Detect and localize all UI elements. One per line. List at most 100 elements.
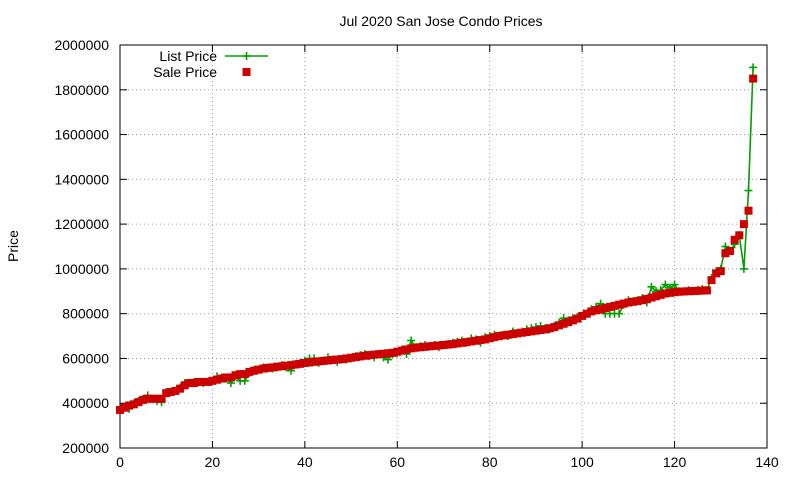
sale-price-point [185, 379, 194, 388]
sale-price-point [647, 293, 656, 302]
sale-price-point [379, 349, 388, 358]
sale-price-point [739, 220, 748, 229]
x-tick-label: 80 [482, 454, 498, 470]
sale-price-point [735, 231, 744, 240]
x-tick-label: 0 [116, 454, 124, 470]
sale-price-point [702, 286, 711, 295]
y-tick-label: 1600000 [54, 127, 109, 143]
sale-price-point [689, 287, 698, 296]
sale-price-point [582, 309, 591, 318]
sale-price-point [518, 328, 527, 337]
sale-price-point [568, 316, 577, 325]
sale-price-point [726, 246, 735, 255]
legend: List Price Sale Price [153, 48, 268, 80]
sale-price-point [453, 339, 462, 348]
sale-price-point [642, 294, 651, 303]
list-price-point [615, 309, 624, 318]
sale-price-point [407, 344, 416, 353]
sale-price-point [180, 381, 189, 390]
sale-price-point [670, 288, 679, 297]
sale-price-point [342, 354, 351, 363]
sale-price-point [444, 340, 453, 349]
list-price-point [744, 186, 753, 195]
sale-price-point [513, 329, 522, 338]
tick-labels: 0 20 40 60 80 100 120 140 200000 400000 600000 8000… [54, 37, 778, 470]
sale-price-point [125, 401, 134, 410]
sale-price-point [555, 321, 564, 330]
sale-price-point [314, 357, 323, 366]
sale-price-point [263, 363, 272, 372]
sale-price-point [578, 311, 587, 320]
y-tick-label: 600000 [62, 350, 109, 366]
sale-price-point [531, 326, 540, 335]
sale-price-point [323, 356, 332, 365]
sale-price-point [384, 349, 393, 358]
sale-price-point [143, 394, 152, 403]
sale-price-point [522, 328, 531, 337]
sale-price-point [448, 340, 457, 349]
sale-price-point [504, 330, 513, 339]
sale-price-point [679, 287, 688, 296]
sale-price-point [490, 333, 499, 342]
sale-price-point [457, 338, 466, 347]
sale-price-point [194, 377, 203, 386]
sale-price-point [300, 358, 309, 367]
list-price-point [647, 282, 656, 291]
sale-price-point [707, 276, 716, 285]
sale-price-point [467, 337, 476, 346]
sale-price-point [684, 287, 693, 296]
sale-price-point [116, 405, 124, 414]
sale-price-point [508, 330, 517, 339]
sale-price-point [199, 377, 208, 386]
sale-price-point [439, 341, 448, 350]
sale-price-point [638, 296, 647, 305]
y-tick-label: 1200000 [54, 216, 109, 232]
sale-price-point [305, 358, 314, 367]
sale-price-point [365, 351, 374, 360]
sale-price-point [231, 371, 240, 380]
sale-price-point [328, 356, 337, 365]
legend-swatch-sale-price [242, 68, 251, 76]
sale-price-point [333, 355, 342, 364]
x-tick-label: 20 [205, 454, 221, 470]
sale-price-point [148, 394, 157, 403]
sale-price-point [485, 334, 494, 343]
sale-price-point [749, 74, 758, 83]
sale-price-point [476, 336, 485, 345]
sale-price-point [134, 398, 143, 407]
sale-price-point [374, 350, 383, 359]
list-price-point [240, 376, 249, 385]
sale-price-point [536, 326, 545, 335]
sale-price-point [559, 319, 568, 328]
sale-price-point [277, 362, 286, 371]
sale-price-point [356, 352, 365, 361]
sale-price-point [527, 327, 536, 336]
sale-price-point [592, 306, 601, 315]
sale-price-point [189, 379, 198, 388]
sale-price-point [416, 343, 425, 352]
sale-price-point [162, 389, 171, 398]
y-tick-label: 400000 [62, 395, 109, 411]
sale-price-point [282, 361, 291, 370]
sale-price-point [203, 377, 212, 386]
sale-price-point [499, 331, 508, 340]
sale-price-point [619, 299, 628, 308]
sale-price-point [310, 357, 319, 366]
sale-price-point [129, 400, 138, 409]
x-tick-label: 40 [297, 454, 313, 470]
sale-price-point [222, 373, 231, 382]
sale-price-point [217, 374, 226, 383]
sale-price-point [166, 388, 175, 397]
x-tick-label: 140 [755, 454, 779, 470]
sale-price-point [712, 269, 721, 278]
sale-price-point [730, 235, 739, 244]
sale-price-point [388, 348, 397, 357]
list-price-point [407, 336, 416, 345]
sale-price-point [698, 286, 707, 295]
sale-price-point [425, 342, 434, 351]
sale-price-point [541, 325, 550, 334]
y-tick-label: 200000 [62, 440, 109, 456]
list-price-point [749, 63, 758, 72]
list-price-point [661, 280, 670, 289]
